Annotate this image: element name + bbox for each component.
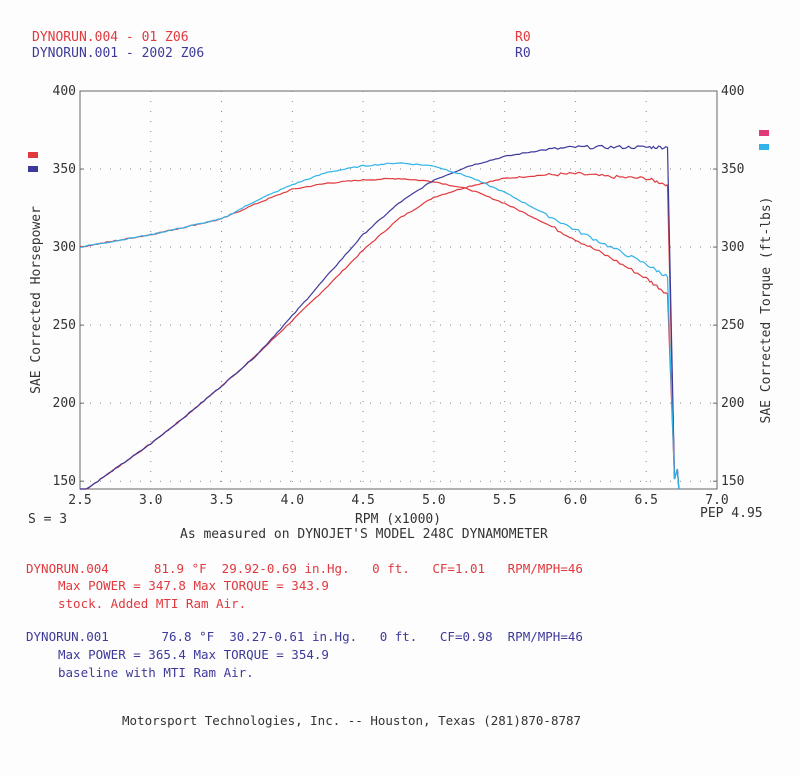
run-001-info: DYNORUN.001 76.8 °F 30.27-0.61 in.Hg. 0 … bbox=[26, 629, 583, 644]
legend-marker-pink-right bbox=[759, 130, 769, 136]
x-tick-label: 7.0 bbox=[705, 493, 728, 508]
series-lines bbox=[79, 144, 668, 490]
x-tick-label: 4.5 bbox=[351, 493, 374, 508]
run-004-info: DYNORUN.004 81.9 °F 29.92-0.69 in.Hg. 0 … bbox=[26, 561, 583, 576]
run-004-max: Max POWER = 347.8 Max TORQUE = 343.9 bbox=[58, 578, 329, 593]
x-tick-label: 3.5 bbox=[210, 493, 233, 508]
x-tick-label: 2.5 bbox=[68, 493, 91, 508]
smoothing-label: S = 3 bbox=[28, 512, 68, 527]
legend-marker-cyan-right bbox=[759, 144, 769, 150]
x-tick-label: 6.5 bbox=[634, 493, 657, 508]
series-line bbox=[80, 144, 668, 490]
run-004-title: DYNORUN.004 - 01 Z06 bbox=[32, 30, 189, 45]
x-tick-label: 3.0 bbox=[139, 493, 162, 508]
y-right-axis-label: SAE Corrected Torque (ft-lbs) bbox=[759, 197, 774, 424]
series-line bbox=[79, 162, 668, 278]
y-left-tick-label: 300 bbox=[53, 240, 76, 255]
run-001-max: Max POWER = 365.4 Max TORQUE = 354.9 bbox=[58, 647, 329, 662]
x-axis-label: RPM (x1000) bbox=[355, 512, 441, 527]
y-left-tick-label: 150 bbox=[53, 474, 76, 489]
dyno-chart: 2.5 3.0 3.5 4.0 4.5 5.0 5.5 6.0 6.5 7.0 400 350 300… bbox=[28, 84, 774, 527]
grid bbox=[80, 91, 717, 489]
y-left-tick-labels: 400 350 300 250 200 150 bbox=[53, 84, 84, 489]
y-left-axis-label: SAE Corrected Horsepower bbox=[29, 206, 44, 394]
y-right-tick-label: 200 bbox=[721, 396, 744, 411]
y-right-tick-label: 150 bbox=[721, 474, 744, 489]
y-right-tick-label: 350 bbox=[721, 162, 744, 177]
plot-frame bbox=[79, 90, 718, 490]
y-left-tick-label: 350 bbox=[53, 162, 76, 177]
y-right-tick-label: 300 bbox=[721, 240, 744, 255]
x-tick-label: 5.5 bbox=[493, 493, 516, 508]
run-001-tag: R0 bbox=[515, 46, 531, 61]
pep-label: PEP 4.95 bbox=[700, 506, 763, 521]
x-tick-label: 4.0 bbox=[281, 493, 304, 508]
legend-marker-red-left bbox=[28, 152, 38, 158]
x-tick-labels: 2.5 3.0 3.5 4.0 4.5 5.0 5.5 6.0 6.5 7.0 bbox=[68, 493, 728, 508]
drop-off-lines bbox=[666, 147, 680, 490]
y-left-tick-label: 250 bbox=[53, 318, 76, 333]
y-right-tick-label: 400 bbox=[721, 84, 744, 99]
y-right-tick-labels: 400 350 300 250 200 150 bbox=[713, 84, 744, 489]
run-004-note: stock. Added MTI Ram Air. bbox=[58, 596, 247, 611]
run-001-note: baseline with MTI Ram Air. bbox=[58, 665, 254, 680]
series-drop-line bbox=[666, 276, 680, 490]
run-004-tag: R0 bbox=[515, 30, 531, 45]
y-left-tick-label: 400 bbox=[53, 84, 76, 99]
series-line bbox=[80, 177, 668, 295]
run-001-title: DYNORUN.001 - 2002 Z06 bbox=[32, 46, 205, 61]
x-tick-label: 5.0 bbox=[422, 493, 445, 508]
measured-caption: As measured on DYNOJET'S MODEL 248C DYNA… bbox=[180, 527, 548, 542]
legend-marker-blue-left bbox=[28, 166, 38, 172]
series-line bbox=[80, 171, 668, 490]
y-left-tick-label: 200 bbox=[53, 396, 76, 411]
y-right-tick-label: 250 bbox=[721, 318, 744, 333]
footer-company: Motorsport Technologies, Inc. -- Houston… bbox=[122, 713, 582, 728]
x-tick-label: 6.0 bbox=[564, 493, 587, 508]
